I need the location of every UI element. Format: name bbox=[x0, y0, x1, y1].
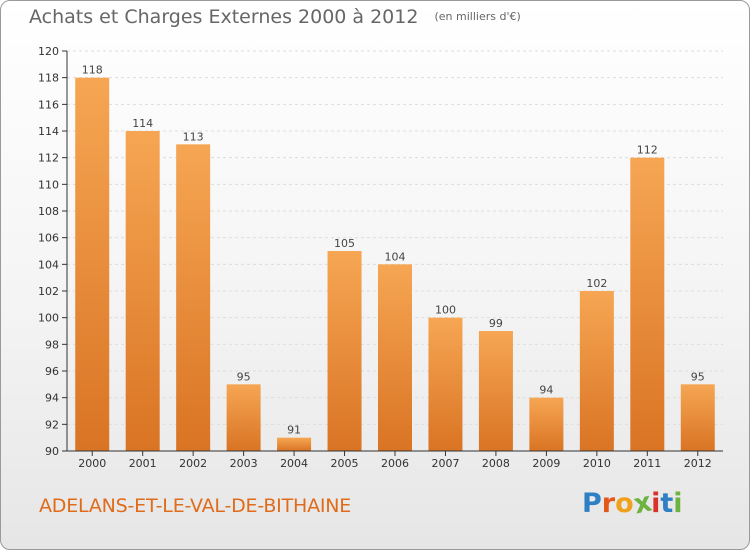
y-tick-label: 106 bbox=[38, 232, 59, 245]
y-tick-label: 120 bbox=[38, 45, 59, 58]
logo-letter: i bbox=[673, 488, 683, 519]
x-tick-label: 2004 bbox=[280, 457, 308, 470]
y-tick-label: 96 bbox=[45, 365, 59, 378]
y-tick-label: 104 bbox=[38, 258, 59, 271]
data-label: 114 bbox=[132, 117, 153, 130]
bar bbox=[176, 144, 211, 452]
bar bbox=[529, 397, 564, 451]
bar bbox=[579, 291, 614, 451]
data-label: 118 bbox=[82, 64, 103, 77]
bar bbox=[680, 384, 715, 451]
y-tick-label: 90 bbox=[45, 445, 59, 458]
logo-letter: i bbox=[651, 488, 661, 519]
y-tick-label: 112 bbox=[38, 152, 59, 165]
data-label: 104 bbox=[385, 250, 406, 263]
axes: 90 92 94 96 98 100 102 104 106 108 110 112 114 116 118… bbox=[38, 45, 723, 470]
bar bbox=[428, 317, 463, 451]
x-tick-label: 2002 bbox=[179, 457, 207, 470]
y-tick-label: 110 bbox=[38, 178, 59, 191]
x-tick-label: 2012 bbox=[684, 457, 712, 470]
data-label: 94 bbox=[539, 384, 553, 397]
y-tick-label: 92 bbox=[45, 418, 59, 431]
x-tick-label: 2005 bbox=[331, 457, 359, 470]
x-tick-label: 2011 bbox=[633, 457, 661, 470]
commune-name: ADELANS-ET-LE-VAL-DE-BITHAINE bbox=[39, 495, 352, 517]
chart-title: Achats et Charges Externes 2000 à 2012 (… bbox=[29, 6, 521, 28]
y-tick-label: 94 bbox=[45, 392, 59, 405]
logo-letter: t bbox=[660, 488, 674, 519]
x-tick-label: 2006 bbox=[381, 457, 409, 470]
x-tick-label: 2003 bbox=[230, 457, 258, 470]
y-tick-label: 108 bbox=[38, 205, 59, 218]
bar bbox=[630, 157, 665, 451]
y-tick-label: 118 bbox=[38, 72, 59, 85]
x-tick-label: 2000 bbox=[78, 457, 106, 470]
bar bbox=[277, 437, 312, 451]
data-label: 113 bbox=[183, 130, 204, 143]
data-labels: 118 114 113 95 91 105 104 100 99 94 102 112 95 bbox=[82, 64, 705, 437]
x-tick-label: 2009 bbox=[532, 457, 560, 470]
x-tick-label: 2010 bbox=[583, 457, 611, 470]
logo-letter: o bbox=[615, 488, 634, 519]
logo-letter: r bbox=[601, 488, 616, 519]
logo-letter: P bbox=[582, 488, 602, 519]
data-label: 99 bbox=[489, 317, 503, 330]
bar bbox=[478, 331, 513, 451]
x-tick-label: 2008 bbox=[482, 457, 510, 470]
y-tick-label: 100 bbox=[38, 312, 59, 325]
chart-unit: (en milliers d'€) bbox=[434, 10, 521, 23]
data-label: 112 bbox=[637, 144, 658, 157]
bar bbox=[125, 131, 160, 451]
y-tick-label: 116 bbox=[38, 98, 59, 111]
bar bbox=[75, 77, 110, 452]
data-label: 100 bbox=[435, 304, 456, 317]
x-tick-label: 2007 bbox=[431, 457, 459, 470]
data-label: 95 bbox=[237, 370, 251, 383]
data-label: 105 bbox=[334, 237, 355, 250]
proxiti-logo: Proxiti bbox=[582, 487, 683, 521]
data-label: 102 bbox=[586, 277, 607, 290]
bar bbox=[327, 251, 362, 451]
bar bbox=[226, 384, 261, 451]
data-label: 91 bbox=[287, 424, 301, 437]
y-tick-label: 102 bbox=[38, 285, 59, 298]
data-label: 95 bbox=[691, 370, 705, 383]
y-tick-label: 98 bbox=[45, 338, 59, 351]
bars bbox=[75, 77, 715, 452]
y-tick-label: 114 bbox=[38, 125, 59, 138]
chart-title-text: Achats et Charges Externes 2000 à 2012 bbox=[29, 6, 419, 28]
x-tick-label: 2001 bbox=[129, 457, 157, 470]
bar bbox=[378, 264, 412, 451]
